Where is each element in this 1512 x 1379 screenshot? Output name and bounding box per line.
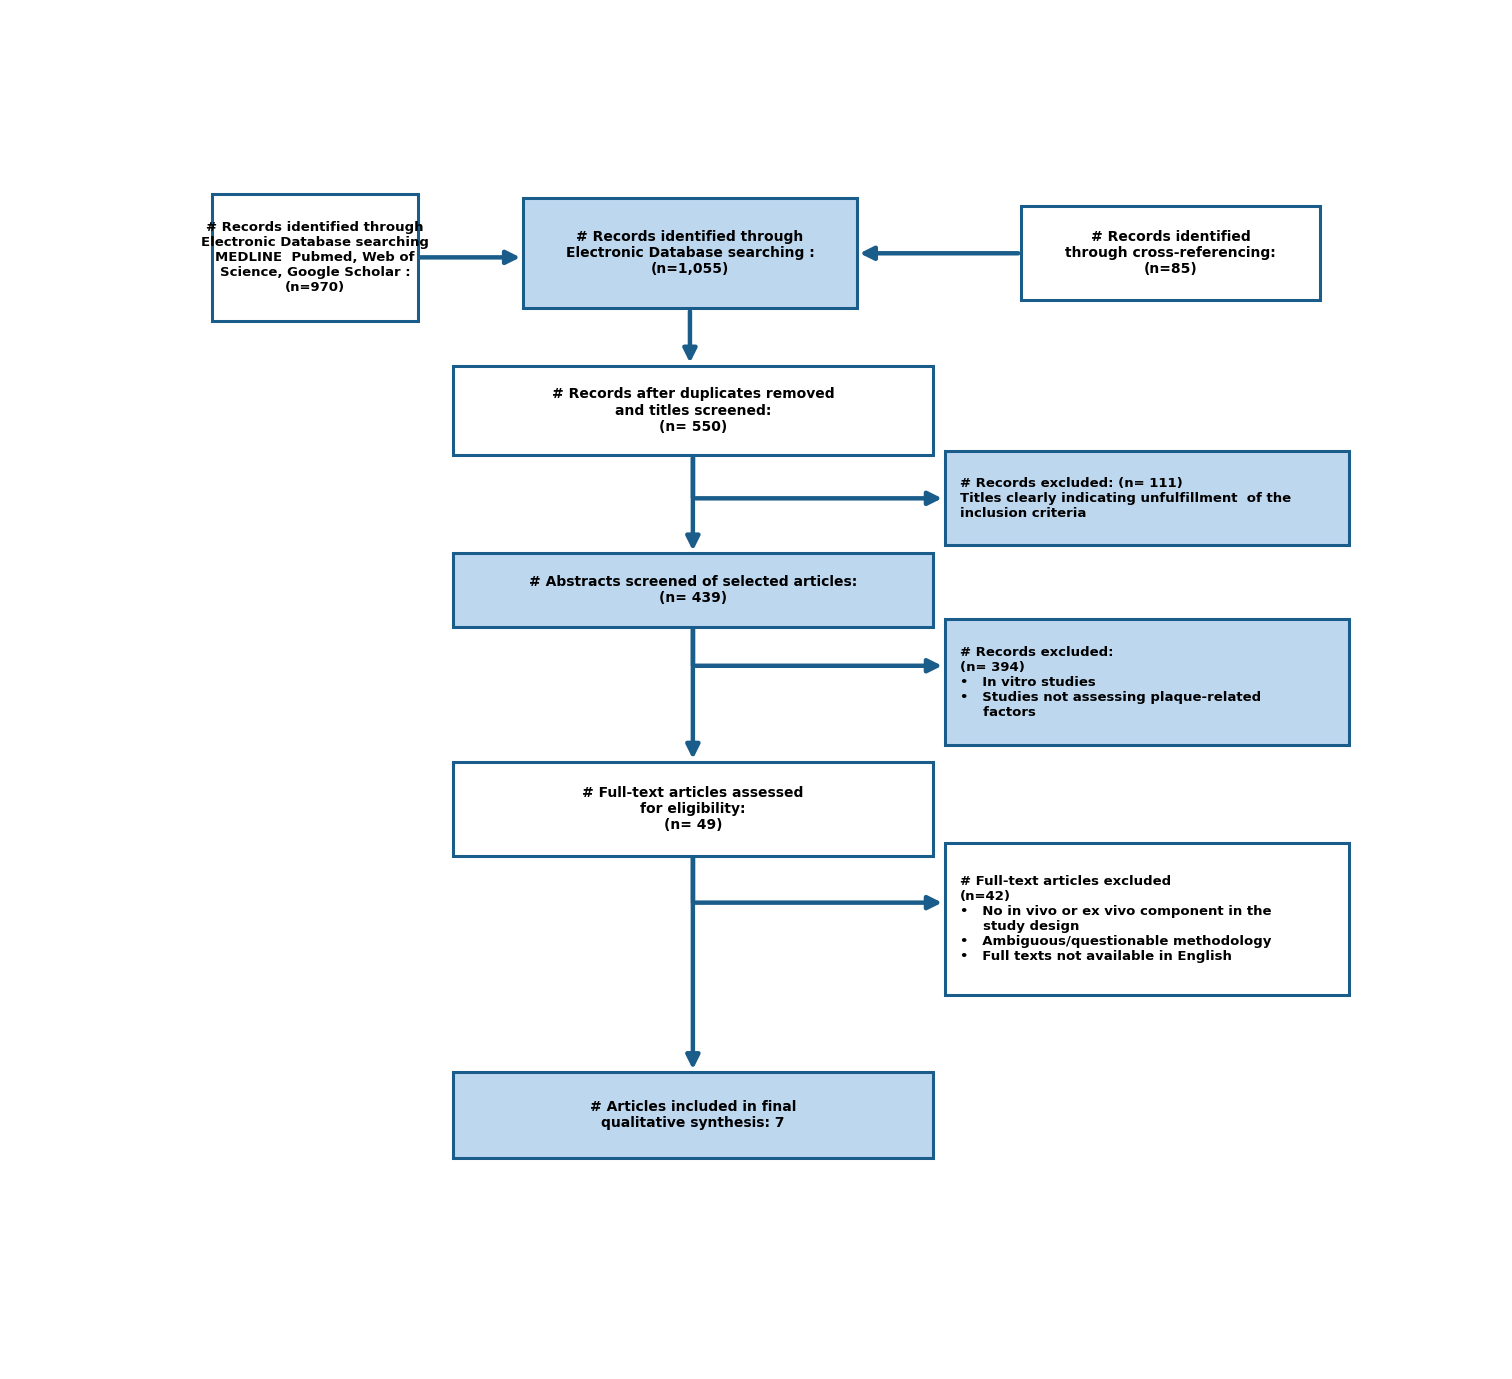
- FancyBboxPatch shape: [452, 1071, 933, 1158]
- FancyBboxPatch shape: [945, 619, 1349, 746]
- FancyBboxPatch shape: [1021, 207, 1320, 301]
- Text: # Full-text articles assessed
for eligibility:
(n= 49): # Full-text articles assessed for eligib…: [582, 786, 803, 832]
- FancyBboxPatch shape: [212, 194, 417, 321]
- Text: # Records identified through
Electronic Database searching :
(n=1,055): # Records identified through Electronic …: [565, 230, 815, 276]
- Text: # Abstracts screened of selected articles:
(n= 439): # Abstracts screened of selected article…: [529, 575, 857, 605]
- Text: # Records excluded:
(n= 394)
•   In vitro studies
•   Studies not assessing plaq: # Records excluded: (n= 394) • In vitro …: [960, 645, 1261, 718]
- Text: # Records after duplicates removed
and titles screened:
(n= 550): # Records after duplicates removed and t…: [552, 387, 835, 434]
- Text: # Full-text articles excluded
(n=42)
•   No in vivo or ex vivo component in the
: # Full-text articles excluded (n=42) • N…: [960, 874, 1272, 963]
- FancyBboxPatch shape: [452, 365, 933, 455]
- FancyBboxPatch shape: [945, 844, 1349, 994]
- Text: # Records identified through
Electronic Database searching
MEDLINE  Pubmed, Web : # Records identified through Electronic …: [201, 221, 429, 294]
- FancyBboxPatch shape: [945, 451, 1349, 545]
- Text: # Records identified
through cross-referencing:
(n=85): # Records identified through cross-refer…: [1064, 230, 1276, 276]
- Text: # Articles included in final
qualitative synthesis: 7: # Articles included in final qualitative…: [590, 1100, 795, 1131]
- FancyBboxPatch shape: [523, 199, 857, 309]
- FancyBboxPatch shape: [452, 761, 933, 855]
- Text: # Records excluded: (n= 111)
Titles clearly indicating unfulfillment  of the
inc: # Records excluded: (n= 111) Titles clea…: [960, 477, 1291, 520]
- FancyBboxPatch shape: [452, 553, 933, 627]
